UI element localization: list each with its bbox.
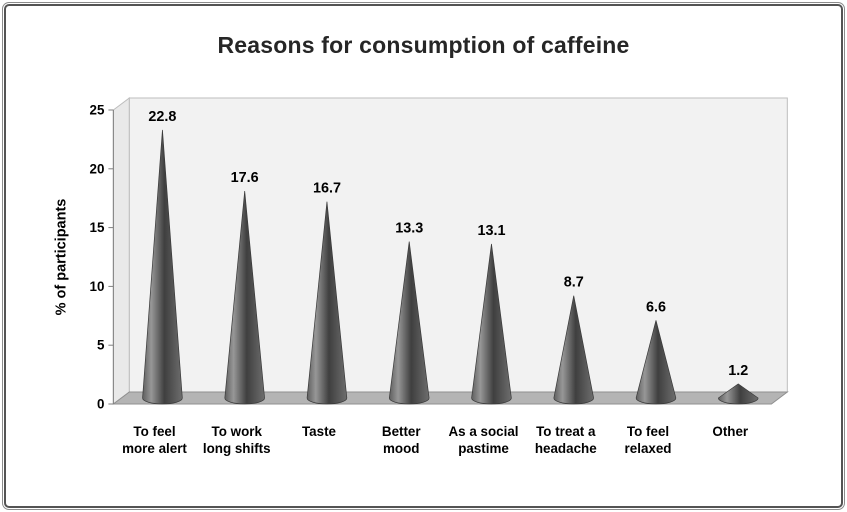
svg-text:15: 15 [90, 220, 105, 235]
svg-text:10: 10 [90, 279, 105, 294]
svg-text:long shifts: long shifts [203, 441, 271, 456]
svg-text:0: 0 [97, 396, 104, 411]
svg-text:headache: headache [535, 441, 597, 456]
svg-text:13.3: 13.3 [395, 221, 423, 237]
svg-text:13.1: 13.1 [477, 223, 505, 239]
svg-text:6.6: 6.6 [646, 299, 666, 315]
svg-text:22.8: 22.8 [148, 109, 176, 125]
svg-text:pastime: pastime [458, 441, 509, 456]
svg-text:1.2: 1.2 [728, 363, 748, 379]
svg-text:relaxed: relaxed [625, 441, 672, 456]
svg-text:17.6: 17.6 [231, 170, 259, 186]
svg-text:Better: Better [382, 424, 421, 439]
svg-text:Other: Other [712, 424, 748, 439]
svg-text:8.7: 8.7 [564, 275, 584, 291]
svg-text:5: 5 [97, 338, 105, 353]
svg-text:mood: mood [383, 441, 419, 456]
chart-title: Reasons for consumption of caffeine [217, 32, 630, 58]
svg-text:To work: To work [212, 424, 263, 439]
cone-chart: 0 5 10 15 20 25 % of participants 22.8 To feel mo… [54, 97, 789, 456]
svg-text:25: 25 [90, 102, 105, 117]
svg-text:To treat a: To treat a [536, 424, 596, 439]
svg-text:more alert: more alert [122, 441, 187, 456]
svg-text:% of participants: % of participants [54, 199, 70, 316]
svg-text:To feel: To feel [627, 424, 669, 439]
svg-text:To feel: To feel [133, 424, 175, 439]
svg-text:20: 20 [90, 161, 105, 176]
svg-text:Taste: Taste [302, 424, 337, 439]
svg-text:16.7: 16.7 [313, 181, 341, 197]
svg-text:As a social: As a social [449, 424, 519, 439]
